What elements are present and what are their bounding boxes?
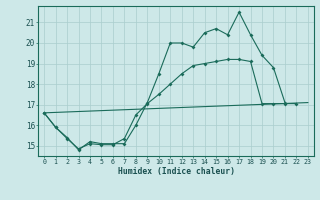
X-axis label: Humidex (Indice chaleur): Humidex (Indice chaleur) xyxy=(117,167,235,176)
